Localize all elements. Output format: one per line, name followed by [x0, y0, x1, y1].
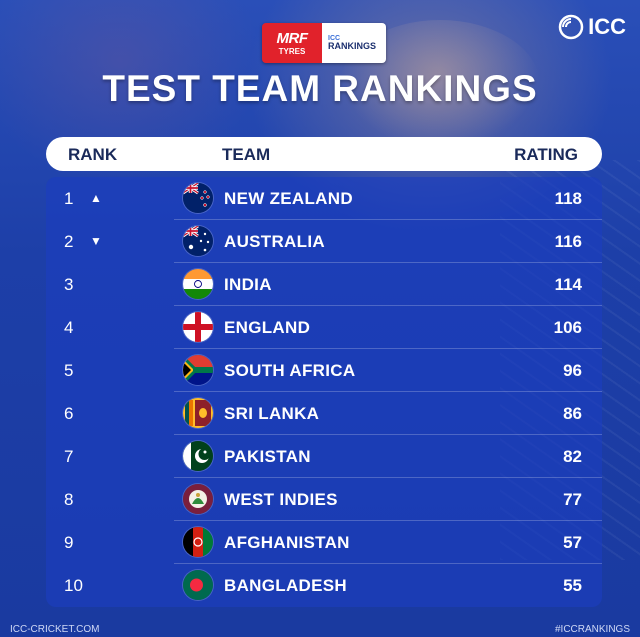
table-row: 6 SRI LANKA 86 — [46, 392, 602, 435]
afghanistan-flag-icon — [183, 527, 213, 557]
icc-logo-text: ICC — [588, 14, 626, 39]
row-team: INDIA — [224, 275, 272, 294]
row-divider — [174, 219, 602, 220]
row-divider — [174, 348, 602, 349]
india-flag-icon — [183, 269, 213, 299]
row-rating: 57 — [563, 533, 582, 552]
row-team: ENGLAND — [224, 318, 311, 337]
table-row: 1 ▲ NEW ZEALAND 118 — [46, 177, 602, 220]
table-row: 5 SOUTH AFRICA 96 — [46, 349, 602, 392]
icc-swoosh-icon — [558, 14, 584, 40]
row-team: AUSTRALIA — [224, 232, 325, 251]
row-divider — [174, 434, 602, 435]
row-divider — [174, 520, 602, 521]
rank-down-icon: ▼ — [90, 234, 102, 248]
row-divider — [174, 262, 602, 263]
row-rank: 2 — [64, 232, 74, 251]
row-divider — [174, 563, 602, 564]
row-rank: 1 — [64, 189, 74, 208]
row-divider — [174, 391, 602, 392]
table-row: 10 BANGLADESH 55 — [46, 564, 602, 607]
south-africa-flag-icon — [183, 355, 213, 385]
icc-logo: ICC — [558, 14, 626, 40]
row-rating: 114 — [554, 275, 582, 294]
west-indies-flag-icon — [183, 484, 213, 514]
england-flag-icon — [183, 312, 213, 342]
icc-rankings-logo: ICC RANKINGS — [322, 23, 386, 63]
row-rating: 116 — [554, 232, 582, 251]
pakistan-flag-icon — [183, 441, 213, 471]
row-rating: 55 — [563, 576, 582, 595]
sponsor-badge: MRF TYRES ICC RANKINGS — [262, 23, 386, 63]
mrf-logo-text: MRF — [276, 29, 309, 47]
row-rank: 9 — [64, 533, 74, 552]
row-divider — [174, 305, 602, 306]
row-rating: 96 — [563, 361, 582, 380]
table-header: RANK TEAM RATING — [46, 137, 602, 171]
row-team: PAKISTAN — [224, 447, 311, 466]
row-rank: 3 — [64, 275, 74, 294]
row-rating: 106 — [553, 318, 582, 337]
table-row: 8 WEST INDIES 77 — [46, 478, 602, 521]
row-team: SOUTH AFRICA — [224, 361, 356, 380]
icc-rankings-logo-line2: RANKINGS — [328, 40, 377, 51]
row-rating: 77 — [563, 490, 582, 509]
row-rank: 10 — [64, 576, 83, 595]
table-row: 9 AFGHANISTAN 57 — [46, 521, 602, 564]
table-row: 4 ENGLAND 106 — [46, 306, 602, 349]
mrf-logo: MRF TYRES — [262, 23, 322, 63]
table-row: 3 INDIA 114 — [46, 263, 602, 306]
row-divider — [174, 477, 602, 478]
row-team: WEST INDIES — [224, 490, 338, 509]
row-rank: 8 — [64, 490, 74, 509]
mrf-logo-subtext: TYRES — [278, 46, 306, 56]
header-rating: RATING — [514, 145, 578, 164]
page-title: TEST TEAM RANKINGS — [102, 68, 538, 109]
table-row: 2 ▼ AUSTRALIA 116 — [46, 220, 602, 263]
table-row: 7 PAKISTAN 82 — [46, 435, 602, 478]
row-rank: 5 — [64, 361, 74, 380]
footer-hashtag: #ICCRANKINGS — [554, 624, 630, 635]
australia-flag-icon — [183, 226, 213, 256]
header-team: TEAM — [222, 145, 271, 164]
row-rating: 86 — [563, 404, 582, 423]
header-rank: RANK — [68, 145, 118, 164]
new-zealand-flag-icon — [183, 183, 213, 213]
row-team: AFGHANISTAN — [224, 533, 350, 552]
rank-up-icon: ▲ — [90, 191, 102, 205]
row-team: BANGLADESH — [224, 576, 347, 595]
sri-lanka-flag-icon — [183, 398, 213, 428]
footer-website: ICC-CRICKET.COM — [10, 624, 100, 635]
rankings-table: 1 ▲ NEW ZEALAND 118 2 ▼ — [46, 177, 602, 607]
row-rank: 6 — [64, 404, 74, 423]
row-rating: 82 — [563, 447, 582, 466]
row-rank: 7 — [64, 447, 74, 466]
icc-rankings-logo-line1: ICC — [328, 34, 341, 42]
row-team: NEW ZEALAND — [224, 189, 353, 208]
row-rating: 118 — [554, 189, 582, 208]
row-rank: 4 — [64, 318, 74, 337]
bangladesh-flag-icon — [183, 570, 213, 600]
row-team: SRI LANKA — [224, 404, 320, 423]
